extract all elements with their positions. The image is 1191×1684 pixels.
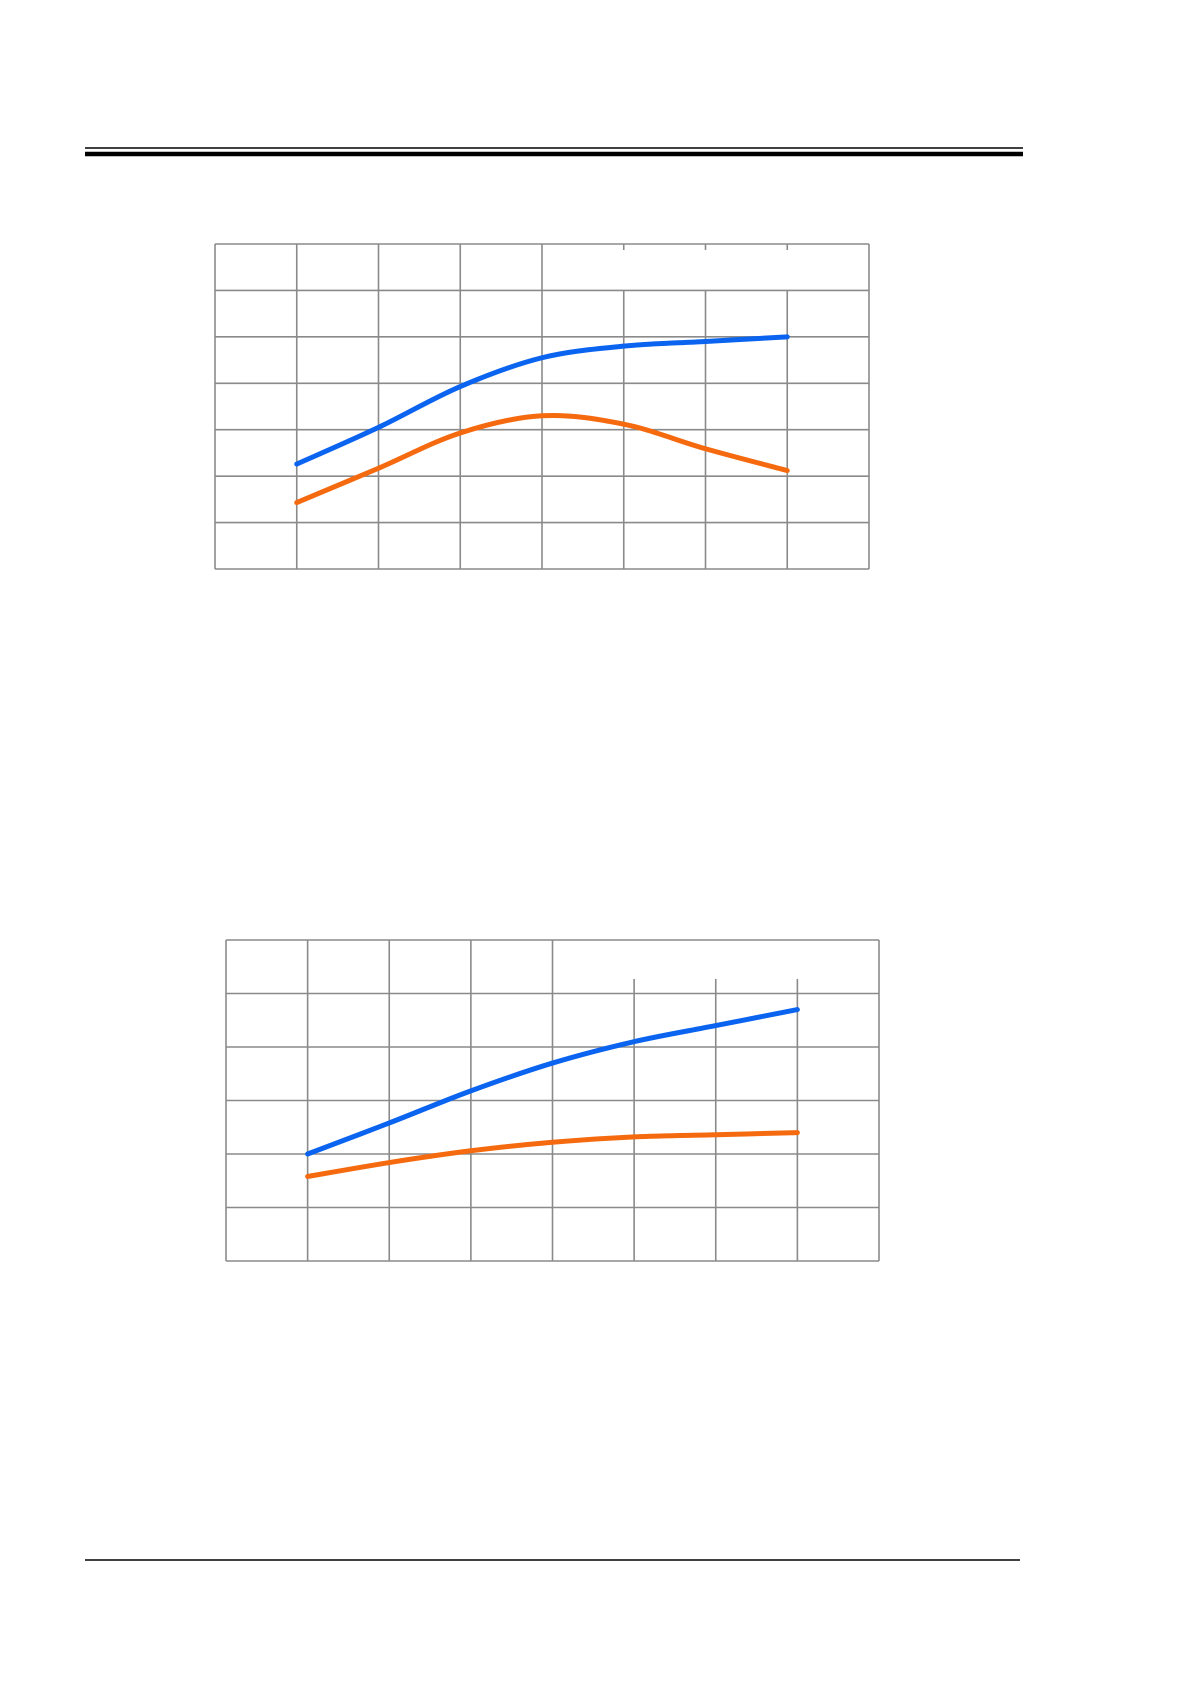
series-line (294, 413, 790, 506)
series-line (305, 1007, 800, 1157)
series-line (305, 1130, 800, 1179)
series-line (294, 334, 790, 467)
